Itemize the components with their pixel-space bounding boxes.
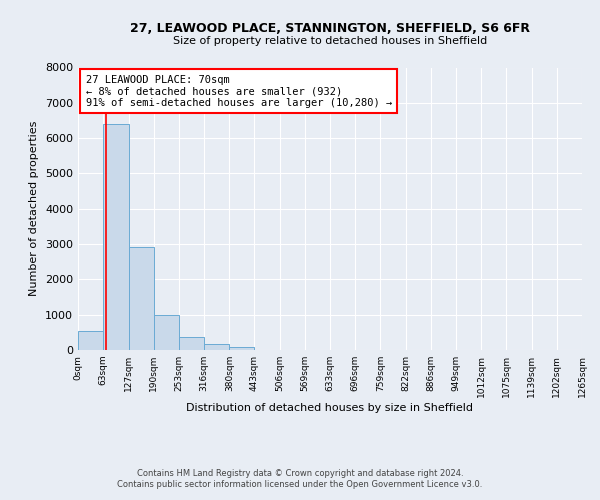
Bar <box>204 344 229 350</box>
X-axis label: Distribution of detached houses by size in Sheffield: Distribution of detached houses by size … <box>187 402 473 412</box>
Bar <box>229 347 254 350</box>
Text: Contains public sector information licensed under the Open Government Licence v3: Contains public sector information licen… <box>118 480 482 489</box>
Text: Contains HM Land Registry data © Crown copyright and database right 2024.: Contains HM Land Registry data © Crown c… <box>137 468 463 477</box>
Bar <box>128 247 154 350</box>
Y-axis label: Number of detached properties: Number of detached properties <box>29 121 40 296</box>
Bar <box>154 316 179 350</box>
Bar <box>179 336 204 350</box>
Text: 27, LEAWOOD PLACE, STANNINGTON, SHEFFIELD, S6 6FR: 27, LEAWOOD PLACE, STANNINGTON, SHEFFIEL… <box>130 22 530 36</box>
Bar <box>78 330 103 350</box>
Bar <box>103 124 128 350</box>
Text: 27 LEAWOOD PLACE: 70sqm
← 8% of detached houses are smaller (932)
91% of semi-de: 27 LEAWOOD PLACE: 70sqm ← 8% of detached… <box>86 74 392 108</box>
Text: Size of property relative to detached houses in Sheffield: Size of property relative to detached ho… <box>173 36 487 46</box>
